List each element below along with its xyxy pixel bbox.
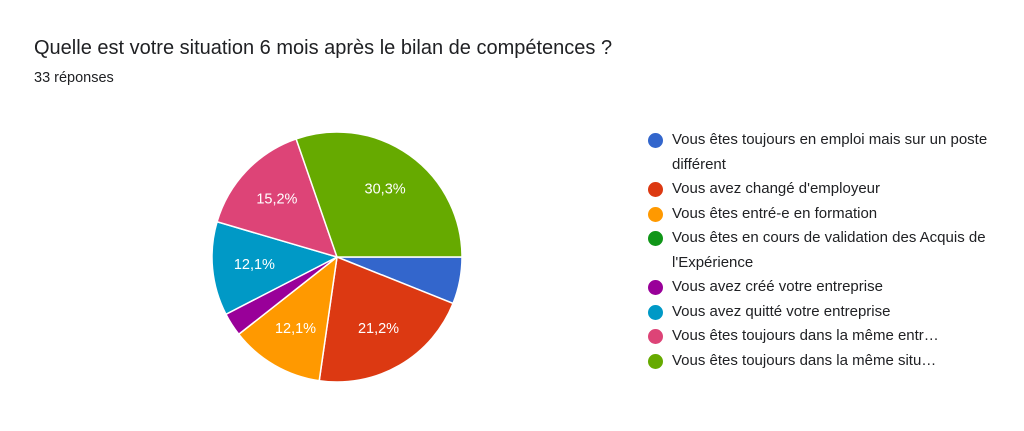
legend-item[interactable]: Vous êtes en cours de validation des Acq… xyxy=(648,226,988,275)
pie-slice[interactable] xyxy=(216,137,339,259)
legend-swatch xyxy=(648,133,663,148)
legend-swatch xyxy=(648,182,663,197)
legend-item[interactable]: Vous êtes toujours dans la même entr… xyxy=(648,324,988,349)
legend-label: Vous êtes entré-e en formation xyxy=(672,204,878,222)
legend-label: Vous avez changé d'employeur xyxy=(672,180,881,197)
response-count: 33 réponses xyxy=(34,70,114,86)
legend-swatch xyxy=(648,206,663,222)
legend-label: Vous êtes en cours de validation des Acq… xyxy=(672,229,986,271)
legend-swatch xyxy=(648,231,663,246)
slice-percent-label: 12,1% xyxy=(234,257,275,273)
legend-item[interactable]: Vous êtes entré-e en formation xyxy=(648,202,988,227)
pie-slice[interactable] xyxy=(211,220,340,316)
pie-slice[interactable] xyxy=(318,255,455,383)
legend-item[interactable]: Vous êtes toujours en emploi mais sur un… xyxy=(648,128,988,177)
chart-title: Quelle est votre situation 6 mois après … xyxy=(34,37,613,59)
legend-swatch xyxy=(648,353,663,369)
slice-percent-label: 12,1% xyxy=(275,321,316,337)
chart-legend: Vous êtes toujours en emploi mais sur un… xyxy=(648,128,988,373)
legend-swatch xyxy=(648,329,663,344)
pie-slice[interactable] xyxy=(237,255,339,382)
legend-label: Vous êtes toujours dans la même situ… xyxy=(672,351,937,369)
pie-chart: 21,2% 12,1% 12,1% 15,2% 30,3% xyxy=(211,131,463,383)
slice-percent-label: 21,2% xyxy=(358,321,399,337)
legend-label: Vous êtes toujours dans la même entr… xyxy=(672,327,939,344)
legend-label: Vous êtes toujours en emploi mais sur un… xyxy=(672,131,988,173)
legend-item[interactable]: Vous êtes toujours dans la même situ… xyxy=(648,349,988,374)
legend-item[interactable]: Vous avez changé d'employeur xyxy=(648,177,988,202)
legend-swatch xyxy=(648,304,663,320)
legend-label: Vous avez créé votre entreprise xyxy=(672,278,883,295)
legend-item[interactable]: Vous avez créé votre entreprise xyxy=(648,275,988,300)
legend-label: Vous avez quitté votre entreprise xyxy=(672,302,891,320)
slice-percent-label: 15,2% xyxy=(256,192,297,208)
pie-slice[interactable] xyxy=(295,131,463,258)
legend-swatch xyxy=(648,280,663,295)
legend-item[interactable]: Vous avez quitté votre entreprise xyxy=(648,300,988,325)
slice-percent-label: 30,3% xyxy=(365,181,406,197)
